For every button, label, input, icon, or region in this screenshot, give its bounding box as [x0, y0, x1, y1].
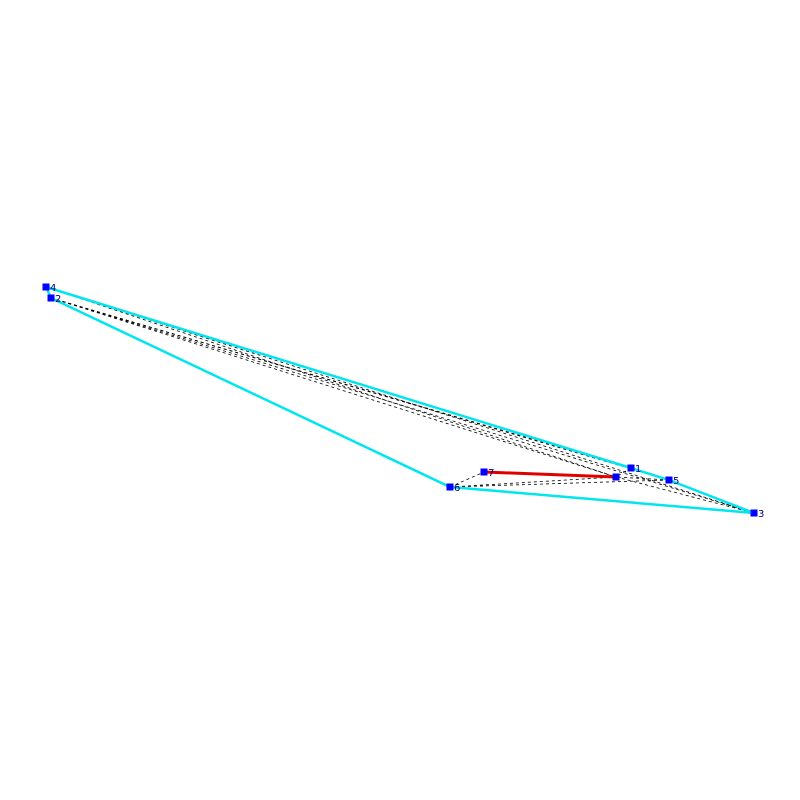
node	[665, 476, 673, 484]
dashed-edge	[45, 286, 617, 478]
node-label: 4	[50, 283, 56, 294]
node-label: 6	[454, 483, 460, 494]
node-label: 5	[673, 476, 679, 487]
node	[42, 283, 50, 291]
dashed-edge	[50, 297, 617, 478]
node	[750, 509, 758, 517]
node-label: 7	[488, 468, 494, 479]
node-label: 2	[55, 294, 61, 305]
node-label: 1	[635, 464, 641, 475]
node	[612, 473, 620, 481]
dashed-edge	[50, 297, 755, 514]
dashed-edge	[449, 479, 670, 488]
node	[480, 468, 488, 476]
nodes: 1 2 3 4 5 6 7	[42, 283, 764, 520]
node	[627, 464, 635, 472]
node	[47, 294, 55, 302]
dashed-edge	[45, 286, 755, 514]
node-label: 3	[758, 509, 764, 520]
dashed-edge	[50, 297, 670, 481]
node	[446, 483, 454, 491]
dashed-edge	[449, 476, 617, 488]
dashed-edge	[449, 471, 485, 488]
red-edge	[483, 470, 617, 479]
edges	[44, 285, 755, 515]
